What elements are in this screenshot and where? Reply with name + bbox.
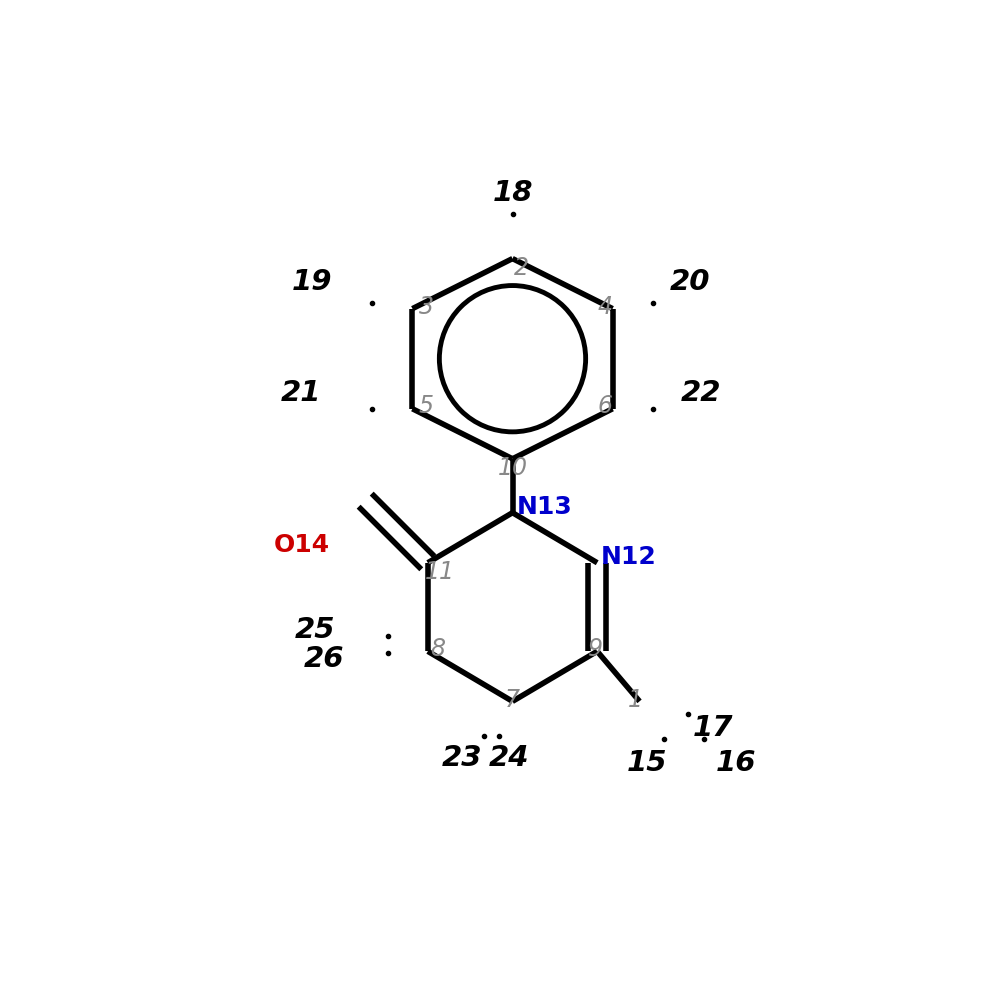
- Text: 23: 23: [442, 744, 483, 772]
- Text: 20: 20: [669, 268, 710, 296]
- Text: 19: 19: [292, 268, 333, 296]
- Text: 26: 26: [304, 645, 344, 673]
- Text: O14: O14: [274, 533, 330, 557]
- Text: 11: 11: [424, 560, 454, 584]
- Text: 3: 3: [419, 295, 434, 319]
- Text: 17: 17: [692, 714, 733, 742]
- Text: 7: 7: [505, 688, 520, 712]
- Text: 25: 25: [294, 616, 335, 644]
- Text: 8: 8: [430, 637, 445, 661]
- Text: N13: N13: [516, 495, 572, 519]
- Text: 15: 15: [627, 749, 668, 777]
- Text: 21: 21: [280, 379, 321, 407]
- Text: 16: 16: [716, 749, 756, 777]
- Text: 6: 6: [597, 394, 612, 418]
- Text: 22: 22: [681, 379, 721, 407]
- Text: 4: 4: [597, 295, 612, 319]
- Text: 24: 24: [488, 744, 529, 772]
- Text: 2: 2: [514, 256, 529, 280]
- Text: 9: 9: [588, 637, 603, 661]
- Text: 10: 10: [498, 456, 528, 480]
- Text: N12: N12: [601, 545, 657, 569]
- Text: 1: 1: [628, 688, 643, 712]
- Text: 5: 5: [419, 394, 434, 418]
- Text: 18: 18: [492, 179, 533, 207]
